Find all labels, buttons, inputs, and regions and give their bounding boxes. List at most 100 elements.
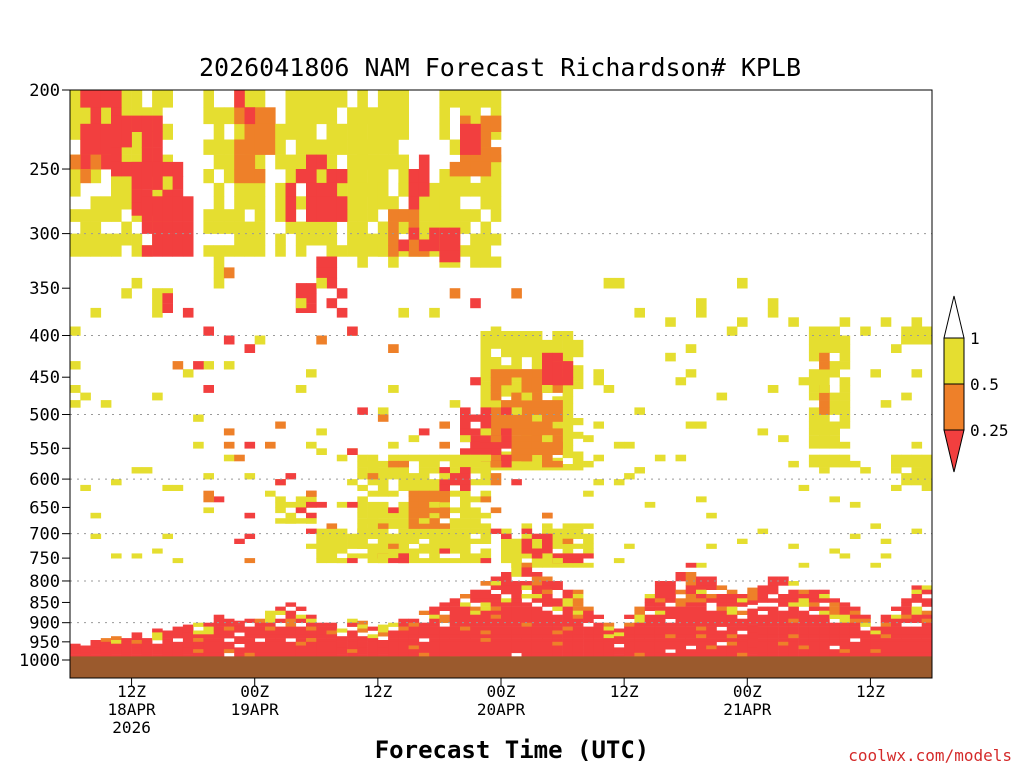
ri-cell-0-5-1 [234,233,245,246]
ri-cell-0-5-1 [726,326,738,336]
ri-cell-lt-0-25 [316,267,327,279]
ri-cell-lt-0-25 [470,634,481,639]
ri-cell-0-5-1 [223,107,235,125]
ri-cell-0-5-1 [347,154,358,170]
ri-cell-0-25-0-5 [798,645,810,650]
ri-cell-0-5-1 [542,528,553,534]
ri-cell-lt-0-25 [552,377,563,386]
ri-cell-0-25-0-5 [408,518,420,524]
ri-cell-0-5-1 [367,479,379,486]
ri-cell-lt-0-25 [234,651,245,655]
ri-cell-0-5-1 [398,523,409,529]
ri-cell-lt-0-25 [182,651,194,655]
ri-cell-0-5-1 [223,169,235,184]
ri-cell-lt-0-25 [654,614,666,619]
ri-cell-lt-0-25 [234,647,245,652]
ri-cell-lt-0-25 [808,598,820,603]
y-tick-label: 300 [29,225,60,245]
ri-cell-0-5-1 [70,107,81,125]
ri-cell-0-5-1 [542,339,553,349]
ri-cell-0-5-1 [839,344,851,353]
ri-cell-0-5-1 [490,90,502,108]
ri-cell-0-5-1 [244,221,256,234]
ri-cell-lt-0-25 [921,630,933,635]
ri-cell-0-5-1 [285,518,297,524]
ri-cell-lt-0-25 [357,643,368,648]
ri-cell-0-5-1 [665,352,676,362]
legend-label-0-5: 0.5 [970,375,999,394]
ri-cell-lt-0-25 [716,618,728,623]
ri-cell-lt-0-25 [275,649,286,654]
ri-cell-0-25-0-5 [603,622,615,627]
ri-cell-lt-0-25 [490,645,502,650]
ri-cell-lt-0-25 [213,638,225,643]
ri-cell-lt-0-25 [172,626,184,631]
ri-cell-lt-0-25 [398,553,409,559]
ri-cell-0-5-1 [70,123,81,140]
ri-cell-lt-0-25 [654,645,666,650]
ri-cell-0-5-1 [254,233,266,246]
ri-cell-lt-0-25 [665,589,676,595]
ri-cell-lt-0-25 [162,634,173,639]
ri-cell-0-25-0-5 [511,435,522,443]
ri-cell-lt-0-25 [665,622,676,627]
ri-cell-0-25-0-5 [521,385,533,393]
ri-cell-0-25-0-5 [388,543,399,549]
ri-cell-lt-0-25 [542,652,553,657]
ri-cell-lt-0-25 [460,652,471,657]
ri-cell-lt-0-25 [367,645,379,650]
ri-cell-0-25-0-5 [521,435,533,443]
ri-cell-0-25-0-5 [418,490,430,497]
ri-cell-0-5-1 [460,512,471,519]
ri-cell-0-5-1 [90,169,102,184]
ri-cell-lt-0-25 [182,624,194,629]
ri-cell-lt-0-25 [726,594,738,599]
ri-cell-0-25-0-5 [542,448,553,455]
ri-cell-0-25-0-5 [531,428,543,436]
ri-cell-0-5-1 [839,400,851,408]
ri-cell-lt-0-25 [675,572,687,577]
ri-cell-lt-0-25 [542,352,553,362]
ri-cell-lt-0-25 [624,641,635,646]
ri-cell-lt-0-25 [839,645,851,650]
ri-cell-0-5-1 [501,528,512,534]
ri-cell-lt-0-25 [470,630,481,635]
ri-cell-lt-0-25 [460,407,471,415]
ri-cell-0-5-1 [542,562,553,568]
ri-cell-0-5-1 [911,467,923,474]
ri-cell-lt-0-25 [921,614,933,619]
ri-cell-lt-0-25 [275,652,286,657]
ri-cell-lt-0-25 [306,641,317,646]
ri-cell-0-25-0-5 [552,407,563,415]
ri-cell-0-5-1 [460,454,471,462]
y-tick-label: 400 [29,326,60,346]
ri-cell-0-5-1 [654,454,666,462]
ri-cell-lt-0-25 [860,614,871,619]
ri-cell-lt-0-25 [675,649,687,654]
ri-cell-0-5-1 [696,307,707,318]
ri-cell-lt-0-25 [819,641,830,646]
ri-cell-lt-0-25 [716,638,728,643]
ri-cell-0-5-1 [429,538,440,544]
ri-cell-lt-0-25 [685,606,697,611]
ri-cell-lt-0-25 [603,641,615,646]
ri-cell-0-5-1 [408,533,420,539]
ri-cell-0-25-0-5 [244,123,256,140]
ri-cell-0-25-0-5 [408,501,420,508]
ri-cell-0-5-1 [480,428,492,436]
ri-cell-0-5-1 [100,107,112,125]
ri-cell-lt-0-25 [100,139,112,155]
ri-cell-0-5-1 [162,484,173,491]
ri-cell-lt-0-25 [521,602,533,607]
ri-cell-lt-0-25 [316,634,327,639]
ri-cell-0-5-1 [306,441,317,449]
ri-cell-lt-0-25 [501,626,512,631]
ri-cell-lt-0-25 [665,614,676,619]
ri-cell-0-25-0-5 [521,369,533,378]
ri-cell-0-5-1 [839,421,851,429]
ri-cell-0-5-1 [470,507,481,514]
ri-cell-lt-0-25 [603,630,615,635]
ri-cell-0-5-1 [131,245,143,257]
ri-cell-lt-0-25 [747,651,758,655]
ri-cell-lt-0-25 [213,649,225,654]
